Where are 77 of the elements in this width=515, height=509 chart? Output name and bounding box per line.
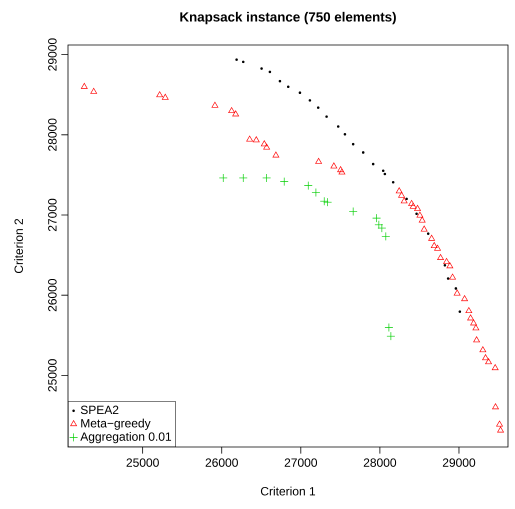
y-tick-label: 29000 xyxy=(48,38,57,71)
point xyxy=(430,242,438,248)
point xyxy=(461,295,468,302)
point xyxy=(156,91,163,98)
point xyxy=(446,262,454,268)
point xyxy=(330,162,338,168)
point xyxy=(449,274,456,280)
y-tick-label: 27000 xyxy=(48,198,57,232)
y-axis-title: Criterion 2 xyxy=(14,218,23,274)
point xyxy=(90,88,98,94)
point xyxy=(482,354,489,360)
x-tick-label: 26000 xyxy=(206,458,238,467)
point xyxy=(408,200,415,206)
point xyxy=(467,314,474,320)
point xyxy=(320,196,329,206)
point xyxy=(260,140,268,146)
point xyxy=(348,207,358,216)
point xyxy=(473,336,480,342)
point xyxy=(443,258,450,264)
point xyxy=(492,364,499,370)
point xyxy=(372,214,381,222)
legend-label: SPEA2 xyxy=(80,406,118,414)
point xyxy=(414,205,421,211)
y-tick-label: 25000 xyxy=(48,359,57,392)
point xyxy=(496,420,503,427)
point xyxy=(497,426,504,432)
point xyxy=(246,136,253,142)
point xyxy=(280,177,289,186)
point xyxy=(162,94,169,100)
point xyxy=(396,187,403,194)
point xyxy=(378,224,386,232)
point xyxy=(323,198,332,206)
y-tick-label: 26000 xyxy=(48,278,57,312)
point xyxy=(315,158,322,164)
point xyxy=(400,197,408,204)
point xyxy=(485,358,492,364)
legend-label: Meta−greedy xyxy=(81,418,151,430)
point xyxy=(80,82,88,89)
x-tick-label: 25000 xyxy=(126,458,159,467)
point xyxy=(470,319,477,326)
point xyxy=(386,332,396,340)
point xyxy=(437,254,444,260)
x-tick-label: 29000 xyxy=(442,458,476,467)
x-tick-label: 28000 xyxy=(364,458,396,467)
point xyxy=(466,307,472,314)
point xyxy=(238,174,248,182)
point xyxy=(416,212,424,218)
point xyxy=(338,168,346,174)
point xyxy=(218,174,228,182)
point xyxy=(420,226,428,232)
point xyxy=(434,244,441,251)
point xyxy=(410,202,417,209)
chart-title: Knapsack instance (750 elements) xyxy=(180,12,396,24)
point xyxy=(263,144,270,150)
y-tick-label: 28000 xyxy=(48,118,57,151)
point xyxy=(228,107,235,114)
point xyxy=(374,220,384,230)
point xyxy=(262,174,271,182)
point xyxy=(272,152,280,158)
point xyxy=(480,346,486,352)
x-axis-title: Criterion 1 xyxy=(260,486,316,496)
point xyxy=(428,234,435,241)
point xyxy=(232,110,239,116)
point xyxy=(492,403,499,410)
point xyxy=(418,216,426,223)
point xyxy=(304,181,313,190)
point xyxy=(337,166,344,172)
point xyxy=(212,102,218,108)
point xyxy=(454,290,460,296)
point xyxy=(384,323,394,332)
point xyxy=(381,232,390,241)
point xyxy=(472,324,480,330)
point xyxy=(398,192,405,198)
point xyxy=(252,136,260,142)
point xyxy=(312,188,320,197)
x-tick-label: 27000 xyxy=(284,458,318,467)
legend-label: Aggregation 0.01 xyxy=(80,432,172,444)
